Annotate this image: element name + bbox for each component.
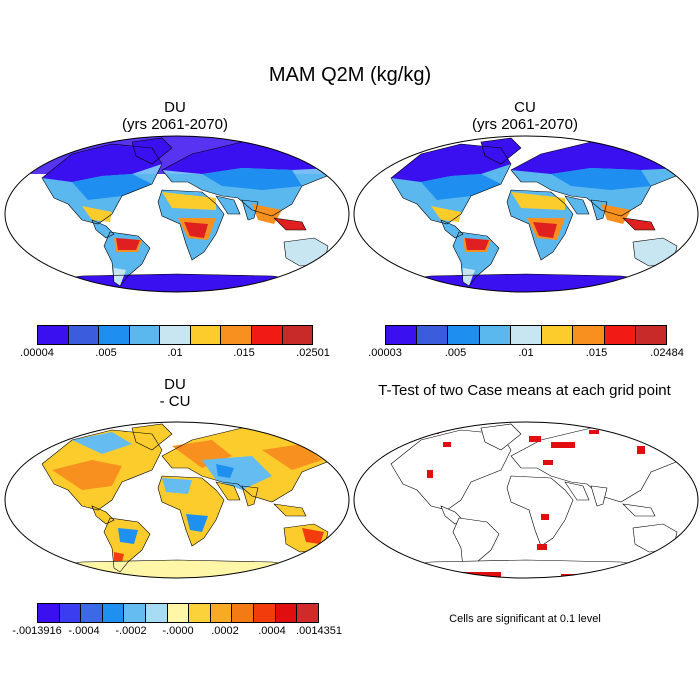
colorbar-du-tick-label: .005 — [95, 347, 117, 359]
colorbar-diff-tick-label: .0014351 — [296, 625, 342, 637]
panel-cu-title-line1: CU — [514, 99, 536, 116]
colorbar-diff-box — [38, 604, 60, 622]
colorbar-cu-tick-label: .01 — [518, 347, 534, 359]
colorbar-diff-box — [81, 604, 103, 622]
colorbar-diff-box — [167, 604, 190, 622]
colorbar-du-tick-label: .02501 — [296, 347, 330, 359]
colorbar-du — [37, 325, 313, 345]
colorbar-diff-box — [210, 604, 233, 622]
colorbar-cu-tick-label: .015 — [585, 347, 608, 359]
colorbar-diff-tick-label: -.0000 — [162, 625, 194, 637]
colorbar-diff-box — [189, 604, 211, 622]
colorbar-du-tick-label: .01 — [167, 347, 183, 359]
colorbar-diff-tick-label: -.0002 — [115, 625, 147, 637]
colorbar-diff-tick-label: -.0013916 — [12, 625, 62, 637]
colorbar-cu-tick-label: .005 — [444, 347, 467, 359]
colorbar-diff-box — [146, 604, 168, 622]
colorbar-cu-ticks: .00003 .005 .01 .015 .02484 — [368, 347, 684, 361]
colorbar-diff-box — [254, 604, 276, 622]
figure-title: MAM Q2M (kg/kg) — [268, 64, 432, 86]
significance-note: Cells are significant at 0.1 level — [449, 613, 601, 625]
colorbar-diff-box — [102, 604, 125, 622]
colorbar-diff-box — [232, 604, 255, 622]
panel-cu-title-line2: (yrs 2061-2070) — [472, 116, 578, 133]
colorbar-du-box — [190, 326, 222, 344]
colorbar-cu-tick-label: .00003 — [368, 347, 402, 359]
colorbar-diff-box — [59, 604, 82, 622]
colorbar-diff-ticks: -.0013916 -.0004 -.0002 -.0000 .0002 .0004 .00… — [12, 625, 342, 639]
colorbar-cu-box — [386, 326, 418, 344]
colorbar-cu-box — [510, 326, 543, 344]
colorbar-du-box — [129, 326, 161, 344]
colorbar-diff-tick-label: .0002 — [211, 625, 239, 637]
colorbar-diff-tick-label: -.0004 — [68, 625, 100, 637]
colorbar-cu-box — [479, 326, 511, 344]
colorbar-cu-box — [542, 326, 574, 344]
colorbar-cu-box — [573, 326, 605, 344]
colorbar-cu-box — [448, 326, 480, 344]
colorbar-diff-box — [297, 604, 318, 622]
colorbar-du-box — [251, 326, 283, 344]
panel-cu-title: CU (yrs 2061-2070) — [440, 99, 610, 133]
map-du — [4, 135, 350, 293]
colorbar-du-tick-label: .015 — [233, 347, 255, 359]
colorbar-diff-box — [124, 604, 147, 622]
colorbar-du-box — [68, 326, 100, 344]
colorbar-diff-box — [275, 604, 298, 622]
panel-du-title-line1: DU — [164, 99, 186, 116]
panel-diff-title-line1: DU — [164, 376, 186, 393]
colorbar-cu-box — [417, 326, 449, 344]
map-ttest — [353, 421, 699, 579]
panel-du-title: DU (yrs 2061-2070) — [90, 99, 260, 133]
map-diff — [4, 421, 350, 579]
colorbar-cu-tick-label: .02484 — [650, 347, 684, 359]
colorbar-diff — [37, 603, 319, 623]
colorbar-du-box — [160, 326, 191, 344]
colorbar-cu — [385, 325, 667, 345]
colorbar-cu-box — [604, 326, 636, 344]
map-cu — [353, 135, 699, 293]
panel-ttest-title: T-Test of two Case means at each grid po… — [378, 382, 671, 399]
colorbar-du-box — [99, 326, 130, 344]
colorbar-du-box — [221, 326, 252, 344]
panel-du-title-line2: (yrs 2061-2070) — [122, 116, 228, 133]
panel-diff-title: DU - CU — [90, 376, 260, 410]
panel-diff-title-line2: - CU — [159, 393, 191, 410]
colorbar-cu-box — [635, 326, 666, 344]
colorbar-du-box — [38, 326, 69, 344]
colorbar-du-tick-label: .00004 — [20, 347, 54, 359]
colorbar-du-ticks: .00004 .005 .01 .015 .02501 — [20, 347, 330, 361]
colorbar-diff-tick-label: .0004 — [258, 625, 286, 637]
colorbar-du-box — [282, 326, 313, 344]
